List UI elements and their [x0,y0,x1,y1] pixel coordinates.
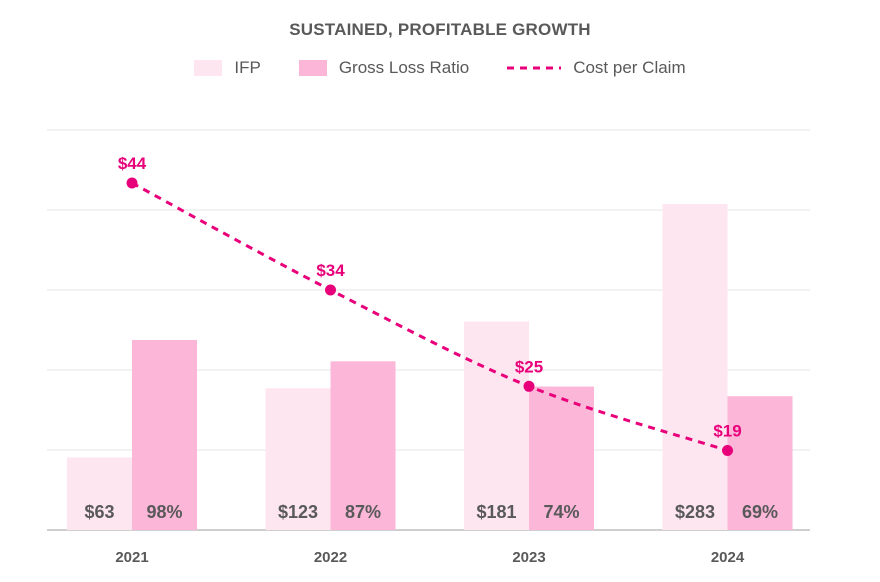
bar-ifp-2022 [265,388,331,530]
point-label-cost-per-claim-2024: $19 [713,422,741,441]
chart-title: SUSTAINED, PROFITABLE GROWTH [289,20,591,39]
x-tick-label-2024: 2024 [711,549,745,566]
point-label-cost-per-claim-2023: $25 [515,357,543,376]
bar-label-ifp-2021: $63 [84,502,114,522]
point-cost-per-claim-2022 [325,284,336,296]
legend-label-gross-loss-ratio: Gross Loss Ratio [338,58,470,77]
legend-label-cost-per-claim: Cost per Claim [573,58,686,77]
legend: IFP Gross Loss Ratio Cost per Claim [0,58,880,78]
legend-item-ifp: IFP [194,58,261,78]
point-cost-per-claim-2024 [722,445,733,456]
legend-swatch-ifp [194,60,223,76]
bar-label-gross-loss-ratio-2021: 98% [146,502,182,522]
point-label-cost-per-claim-2021: $44 [118,154,147,173]
point-label-cost-per-claim-2022: $34 [316,261,345,280]
legend-item-cost-per-claim: Cost per Claim [507,58,686,78]
legend-item-gross-loss-ratio: Gross Loss Ratio [298,58,470,78]
legend-label-ifp: IFP [234,58,261,77]
bar-ifp-2023 [464,321,529,530]
bar-label-ifp-2023: $181 [476,502,516,522]
bar-label-gross-loss-ratio-2024: 69% [742,502,778,522]
bar-label-gross-loss-ratio-2023: 74% [543,502,579,522]
point-cost-per-claim-2023 [523,380,535,392]
bar-label-gross-loss-ratio-2022: 87% [345,502,381,522]
bar-gross-loss-ratio-2024 [727,396,793,530]
legend-swatch-cost-per-claim [507,66,562,70]
x-tick-label-2022: 2022 [314,549,347,566]
x-tick-label-2021: 2021 [115,549,148,566]
point-cost-per-claim-2021 [126,177,138,189]
legend-swatch-gross-loss-ratio [298,60,327,76]
bar-ifp-2024 [662,204,728,530]
bar-label-ifp-2024: $283 [675,502,715,522]
bar-ifp-2021 [67,457,132,530]
bar-label-ifp-2022: $123 [278,502,318,522]
x-tick-label-2023: 2023 [512,549,545,566]
line-cost-per-claim [131,181,728,452]
bar-gross-loss-ratio-2022 [330,361,396,530]
bar-gross-loss-ratio-2021 [132,340,197,530]
bar-gross-loss-ratio-2023 [529,386,594,530]
